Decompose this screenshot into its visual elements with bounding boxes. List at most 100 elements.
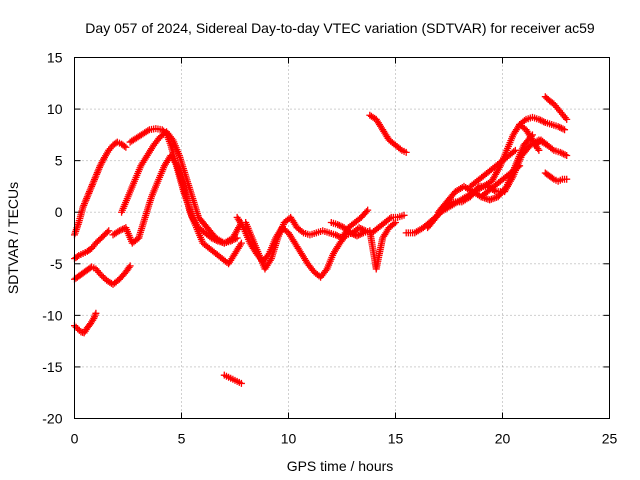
data-point xyxy=(358,230,366,238)
data-point xyxy=(402,148,410,156)
data-point xyxy=(133,235,141,243)
y-tick-label: -20 xyxy=(42,411,62,427)
data-point xyxy=(538,117,546,125)
data-point xyxy=(556,148,564,156)
data-point xyxy=(353,232,361,240)
series-arc-8 xyxy=(109,224,143,247)
data-point xyxy=(396,145,404,153)
data-point xyxy=(96,270,104,278)
data-point xyxy=(337,222,345,230)
series-arc-13 xyxy=(366,111,410,156)
data-point xyxy=(99,273,107,281)
data-point xyxy=(125,263,133,271)
data-point xyxy=(355,224,363,232)
y-tick-label: 15 xyxy=(47,50,63,66)
data-point xyxy=(563,151,571,159)
x-tick-label: 5 xyxy=(178,431,186,447)
data-point xyxy=(335,221,343,229)
series-arc-6 xyxy=(71,262,134,288)
data-point xyxy=(350,230,358,238)
series-arc-11 xyxy=(242,206,372,273)
data-point xyxy=(168,134,176,142)
x-tick-label: 20 xyxy=(495,431,511,447)
data-point xyxy=(364,206,372,214)
data-point xyxy=(536,116,544,124)
data-point xyxy=(556,123,564,131)
data-point xyxy=(357,224,365,232)
series-arc-12 xyxy=(327,219,399,273)
data-point xyxy=(548,174,556,182)
series-arc-3 xyxy=(118,128,245,247)
data-point xyxy=(126,262,134,270)
series-arc-18 xyxy=(477,162,524,201)
data-point xyxy=(322,267,330,275)
data-point xyxy=(400,211,408,219)
data-point xyxy=(355,231,363,239)
data-point xyxy=(115,227,123,235)
data-point xyxy=(386,215,394,223)
data-point xyxy=(528,131,536,139)
y-tick-label: -15 xyxy=(42,359,62,375)
data-point xyxy=(120,142,128,150)
chart-title: Day 057 of 2024, Sidereal Day-to-day VTE… xyxy=(85,20,595,36)
series-arc-19 xyxy=(516,113,569,134)
data-point xyxy=(103,228,111,236)
y-tick-label: 5 xyxy=(55,153,63,169)
data-point xyxy=(144,127,152,135)
data-point xyxy=(333,232,341,240)
data-point xyxy=(392,219,399,227)
data-point xyxy=(511,146,519,154)
data-point xyxy=(92,309,100,317)
data-point xyxy=(105,227,113,235)
data-point xyxy=(540,118,548,126)
y-axis-label: SDTVAR / TECUs xyxy=(5,182,21,294)
series-arc-9 xyxy=(220,371,245,387)
data-point xyxy=(520,117,528,125)
data-series xyxy=(71,93,571,387)
data-point xyxy=(356,230,364,238)
x-axis: 0 5 10 15 20 25 xyxy=(71,57,618,447)
series-arc-14 xyxy=(402,121,543,237)
data-point xyxy=(390,220,398,228)
data-point xyxy=(72,323,80,331)
series-arc-5 xyxy=(71,227,113,263)
data-point xyxy=(73,253,81,261)
data-point xyxy=(135,234,143,242)
series-arc-7 xyxy=(71,309,100,337)
data-point xyxy=(516,162,524,170)
series-arc-4 xyxy=(135,151,245,268)
x-tick-label: 25 xyxy=(602,431,618,447)
data-point xyxy=(98,272,106,280)
data-point xyxy=(510,148,518,156)
data-point xyxy=(548,145,556,153)
data-point xyxy=(237,379,245,387)
data-point xyxy=(558,149,566,157)
data-point xyxy=(347,229,355,237)
data-point xyxy=(557,124,565,132)
data-point xyxy=(334,221,342,229)
y-tick-label: -10 xyxy=(42,307,62,323)
data-point xyxy=(362,208,370,216)
data-point xyxy=(563,175,571,183)
data-point xyxy=(554,123,562,131)
data-point xyxy=(332,231,340,239)
data-point xyxy=(122,143,130,151)
data-point xyxy=(298,228,306,236)
series-arc-17 xyxy=(466,146,519,190)
y-tick-label: 0 xyxy=(55,204,63,220)
data-point xyxy=(514,163,522,171)
plot-frame xyxy=(74,57,610,419)
y-tick-label: -5 xyxy=(50,256,63,272)
data-point xyxy=(474,184,482,192)
x-tick-label: 0 xyxy=(71,431,79,447)
data-point xyxy=(237,239,245,247)
grid xyxy=(74,57,610,419)
data-point xyxy=(563,115,571,123)
data-point xyxy=(561,126,569,134)
series-arc-15 xyxy=(424,136,551,232)
series-arc-1 xyxy=(71,138,130,239)
data-point xyxy=(74,325,82,333)
y-axis: -20 -15 -10 -5 0 5 10 15 xyxy=(42,50,610,427)
data-point xyxy=(535,146,543,154)
